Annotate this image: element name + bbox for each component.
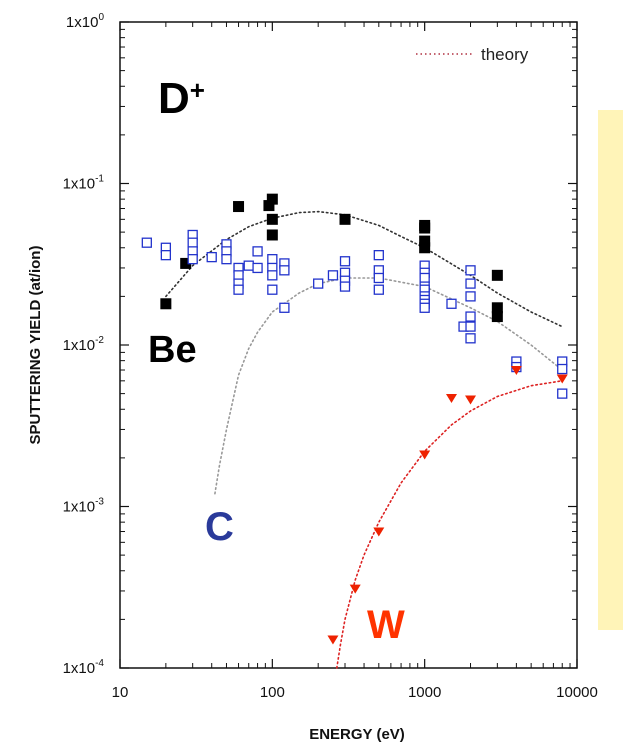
background-band <box>598 110 623 630</box>
c-label: C <box>205 505 234 549</box>
y-tick-label: 1x10-4 <box>63 658 105 677</box>
point-c <box>373 250 384 261</box>
point-c <box>446 298 457 309</box>
point-c <box>557 388 568 399</box>
point-c <box>279 265 290 276</box>
y-tick-base: 1x10 <box>63 337 96 354</box>
y-tick-exponent: -1 <box>95 174 104 185</box>
x-axis-title: ENERGY (eV) <box>309 726 405 743</box>
point-c <box>557 363 568 375</box>
y-axis-title: SPUTTERING YIELD (at/ion) <box>27 246 44 445</box>
point-be <box>491 269 503 281</box>
point-c <box>465 311 476 322</box>
point-be <box>266 193 278 205</box>
point-w <box>465 395 477 405</box>
point-be <box>180 257 192 269</box>
w-label: W <box>367 603 405 647</box>
y-tick-exponent: -3 <box>95 497 104 508</box>
point-c <box>267 284 278 295</box>
point-w <box>556 374 568 384</box>
point-c <box>267 254 278 265</box>
ion-symbol: D <box>158 74 190 123</box>
x-tick-label: 100 <box>260 684 285 701</box>
y-tick-base: 1x10 <box>66 14 99 31</box>
y-tick-base: 1x10 <box>63 660 96 677</box>
point-w <box>373 527 385 537</box>
point-c <box>243 260 254 271</box>
point-w <box>327 635 339 645</box>
x-tick-label: 10 <box>112 684 129 701</box>
point-be <box>160 298 172 310</box>
point-be <box>339 213 351 225</box>
point-be <box>491 302 503 314</box>
point-c <box>465 333 476 344</box>
point-be <box>419 235 431 247</box>
y-tick-label: 1x100 <box>66 12 105 31</box>
y-tick-exponent: -4 <box>95 658 104 669</box>
point-be <box>263 200 275 212</box>
point-c <box>419 302 430 313</box>
point-c <box>339 256 351 267</box>
point-c <box>327 270 339 281</box>
point-c <box>465 291 476 302</box>
point-c <box>160 250 172 261</box>
theory-curve-w <box>336 380 563 669</box>
point-c <box>373 272 384 284</box>
ion-charge: + <box>190 75 205 105</box>
y-tick-label: 1x10-1 <box>63 174 105 193</box>
point-c <box>187 237 198 248</box>
point-c <box>313 278 324 289</box>
y-tick-exponent: -2 <box>95 335 104 346</box>
point-c <box>206 251 217 263</box>
point-c <box>252 262 263 274</box>
point-w <box>445 393 457 403</box>
y-tick-label: 1x10-2 <box>63 335 105 354</box>
point-c <box>339 281 351 292</box>
point-c <box>279 302 290 313</box>
point-c <box>221 254 232 265</box>
point-c <box>465 278 476 289</box>
point-c <box>373 284 384 295</box>
point-be <box>419 222 431 234</box>
point-be <box>266 213 278 225</box>
point-be <box>491 311 503 323</box>
theory-curve-c <box>214 277 563 495</box>
point-c <box>252 246 263 257</box>
point-be <box>233 201 245 213</box>
y-tick-label: 1x10-3 <box>63 497 105 516</box>
point-c <box>187 254 198 265</box>
y-tick-base: 1x10 <box>63 176 96 193</box>
point-w <box>510 366 522 376</box>
legend-theory-label: theory <box>481 45 529 64</box>
y-tick-exponent: 0 <box>98 12 104 23</box>
point-c <box>267 270 278 281</box>
point-c <box>141 237 152 248</box>
point-c <box>419 272 430 284</box>
point-c <box>233 284 244 295</box>
be-label: Be <box>148 329 197 371</box>
point-be <box>419 242 431 254</box>
ion-label: D+ <box>158 74 205 123</box>
point-c <box>465 321 476 332</box>
x-tick-label: 10000 <box>556 684 598 701</box>
point-w <box>349 584 361 594</box>
x-tick-label: 1000 <box>408 684 441 701</box>
point-be <box>266 229 278 241</box>
y-tick-base: 1x10 <box>63 499 96 516</box>
point-c <box>465 265 476 276</box>
point-w <box>419 450 431 460</box>
